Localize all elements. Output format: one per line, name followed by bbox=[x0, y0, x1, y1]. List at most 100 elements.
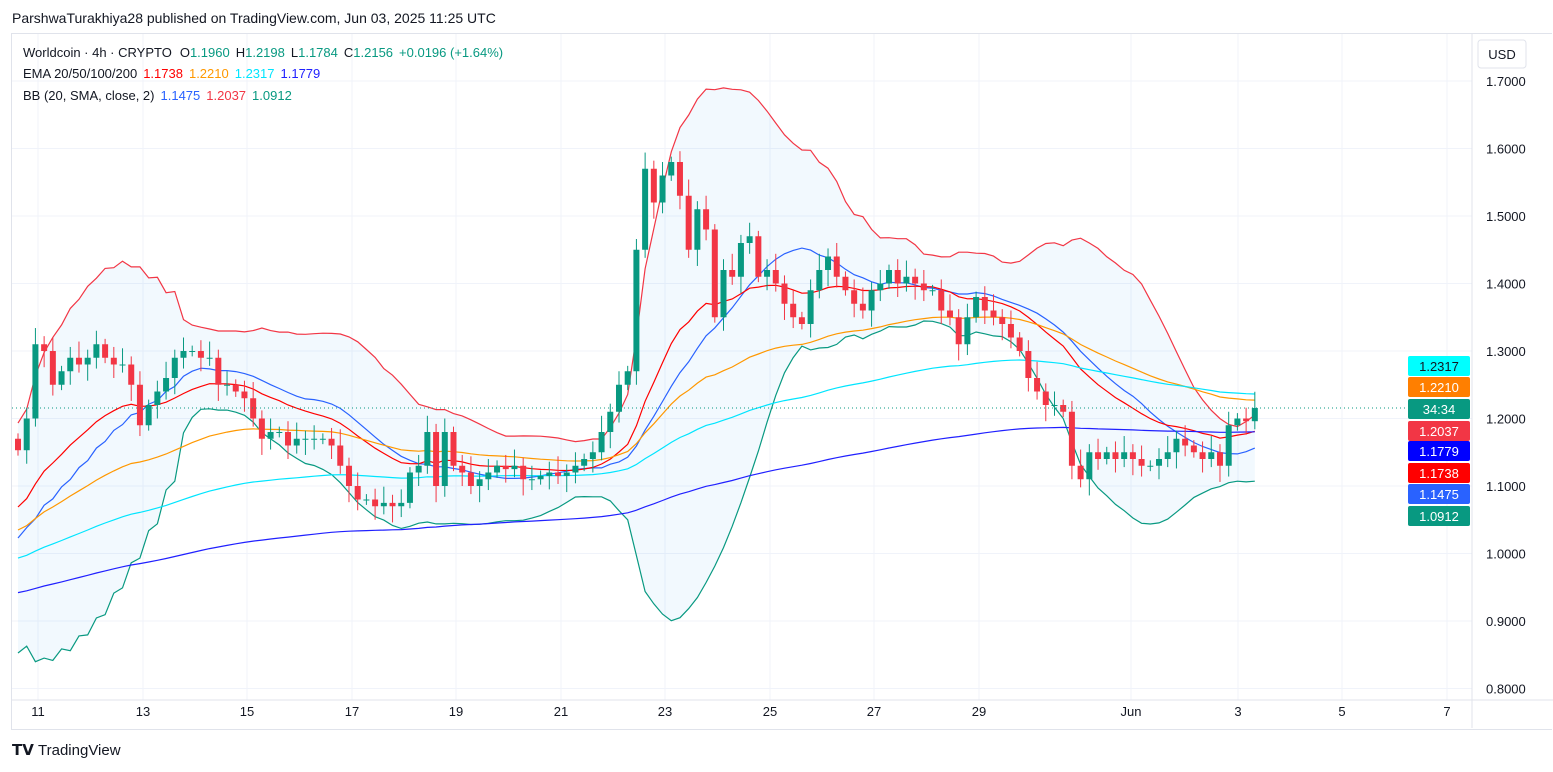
candle-body bbox=[276, 432, 283, 433]
candle-body bbox=[180, 351, 187, 358]
candle bbox=[851, 279, 858, 318]
candle-body bbox=[790, 303, 797, 318]
candle-body bbox=[528, 479, 535, 481]
candle bbox=[389, 494, 396, 523]
legend-bb-row[interactable]: BB (20, SMA, close, 2) 1.1475 1.2037 1.0912 bbox=[23, 88, 298, 103]
candle bbox=[1164, 436, 1171, 468]
candle bbox=[877, 270, 884, 302]
candle bbox=[476, 471, 483, 503]
candle bbox=[41, 336, 48, 368]
candle bbox=[1208, 436, 1215, 468]
candle bbox=[23, 407, 30, 464]
candle bbox=[285, 421, 292, 459]
chart-frame[interactable] bbox=[11, 33, 1552, 730]
candle bbox=[1103, 446, 1110, 465]
candle bbox=[720, 259, 727, 331]
candle bbox=[537, 470, 544, 485]
candle bbox=[1086, 444, 1093, 496]
candle bbox=[1156, 448, 1163, 480]
candle bbox=[624, 365, 631, 391]
candle-body bbox=[1190, 445, 1197, 453]
bb-basis-line bbox=[17, 247, 1256, 539]
candle bbox=[267, 418, 274, 450]
candle-body bbox=[206, 357, 213, 359]
price-label-text: 1.1738 bbox=[1419, 466, 1459, 481]
candle-body bbox=[1051, 405, 1058, 406]
price-label-text: 34:34 bbox=[1423, 402, 1456, 417]
candle bbox=[189, 345, 196, 357]
price-label-bb_lower bbox=[1408, 506, 1470, 526]
candle bbox=[955, 309, 962, 361]
tradingview-logo[interactable]: 𝗧𝗩 TradingView bbox=[12, 741, 121, 759]
candle bbox=[337, 429, 344, 474]
candle-body bbox=[894, 270, 901, 284]
candle bbox=[694, 201, 701, 266]
candle-body bbox=[102, 344, 109, 358]
candle bbox=[372, 488, 379, 520]
time-tick-label: 7 bbox=[1443, 704, 1450, 719]
candle bbox=[241, 380, 248, 412]
candle bbox=[781, 275, 788, 320]
price-label-text: 1.2210 bbox=[1419, 380, 1459, 395]
candle-body bbox=[1042, 391, 1049, 405]
candle-body bbox=[406, 472, 413, 503]
candle bbox=[1051, 391, 1058, 416]
candle-body bbox=[755, 236, 762, 277]
candle-body bbox=[598, 432, 605, 453]
candle bbox=[258, 410, 265, 455]
candle-body bbox=[938, 290, 945, 311]
candle bbox=[380, 486, 387, 515]
open-label: O bbox=[179, 45, 190, 60]
candle bbox=[1025, 340, 1032, 392]
candle bbox=[32, 328, 39, 427]
candle bbox=[929, 284, 936, 296]
candle-body bbox=[241, 391, 248, 399]
candle-body bbox=[372, 499, 379, 507]
candle bbox=[1182, 425, 1189, 457]
candle-body bbox=[703, 209, 710, 230]
candle-body bbox=[781, 283, 788, 304]
candle-body bbox=[520, 465, 527, 480]
candle-body bbox=[1007, 324, 1014, 338]
candle-body bbox=[154, 391, 161, 405]
currency-label: USD bbox=[1488, 47, 1515, 62]
candle-body bbox=[1112, 452, 1119, 459]
candle-body bbox=[1025, 351, 1032, 378]
price-label-ema100 bbox=[1408, 356, 1470, 376]
candle bbox=[1251, 391, 1258, 430]
candle-body bbox=[859, 303, 866, 311]
candle bbox=[825, 248, 832, 287]
ema-label: EMA 20/50/100/200 bbox=[23, 66, 138, 81]
candle-body bbox=[136, 384, 143, 426]
candle-body bbox=[633, 249, 640, 372]
candle-body bbox=[502, 465, 509, 470]
ema50-value: 1.2210 bbox=[188, 66, 229, 81]
candle bbox=[93, 330, 100, 369]
bb-basis-value: 1.1475 bbox=[160, 88, 201, 103]
candle bbox=[424, 415, 431, 474]
price-label-text: 1.0912 bbox=[1419, 509, 1459, 524]
candle-body bbox=[772, 270, 779, 284]
candle-body bbox=[1060, 405, 1067, 412]
candle bbox=[459, 454, 466, 486]
candle bbox=[250, 382, 257, 427]
ema20-line bbox=[17, 284, 1255, 508]
candle bbox=[406, 467, 413, 509]
candle bbox=[816, 253, 823, 299]
price-tick-label: 0.8000 bbox=[1486, 682, 1526, 697]
candle bbox=[711, 224, 718, 323]
ema100-value: 1.2317 bbox=[234, 66, 275, 81]
candle-body bbox=[798, 317, 805, 324]
candle bbox=[311, 425, 318, 450]
candle-body bbox=[224, 384, 231, 386]
symbol-title[interactable]: Worldcoin · 4h · CRYPTO bbox=[23, 45, 172, 60]
candle bbox=[58, 365, 65, 391]
legend-ema-row[interactable]: EMA 20/50/100/200 1.1738 1.2210 1.2317 1.177… bbox=[23, 66, 326, 81]
candle-body bbox=[1077, 465, 1084, 480]
candle bbox=[224, 371, 231, 396]
candle bbox=[154, 380, 161, 419]
candle-body bbox=[1121, 452, 1128, 459]
ema50-line bbox=[17, 316, 1255, 531]
candle-body bbox=[197, 351, 204, 358]
